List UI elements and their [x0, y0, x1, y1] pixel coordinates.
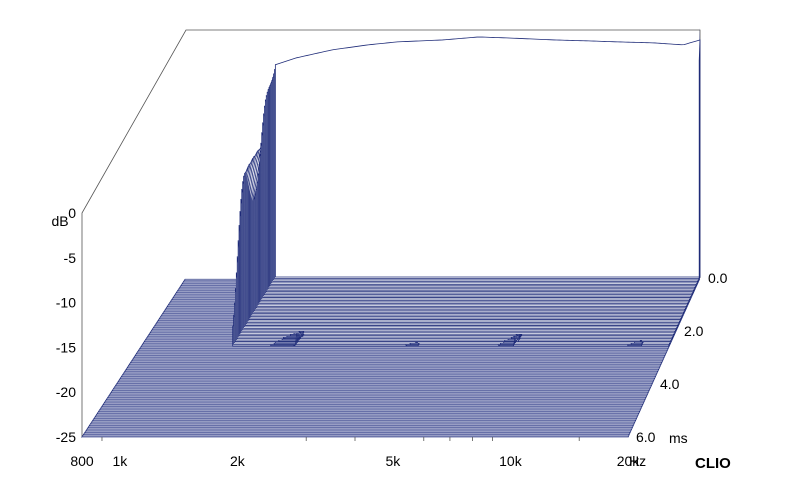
x-tick-label: 800 — [70, 453, 94, 469]
x-tick-label: 10k — [499, 453, 523, 469]
z-tick-label: 0.0 — [708, 270, 728, 286]
x-tick-label: 2k — [230, 453, 246, 469]
tick-labels: 0 -5 -10 -15 -20 -25 800 1k 2k 5k 10k 20k 0.0 2.0 4.0 6… — [56, 205, 728, 469]
y-tick-label: -15 — [56, 339, 76, 355]
x-tick-label: 1k — [112, 453, 128, 469]
decay-slice — [274, 36, 701, 278]
z-tick-label: 4.0 — [660, 376, 680, 392]
y-tick-label: 0 — [68, 205, 76, 221]
y-axis-unit: dB — [51, 213, 68, 229]
y-tick-label: -20 — [56, 384, 76, 400]
x-tick-label: 5k — [385, 453, 401, 469]
z-tick-label: 2.0 — [684, 323, 704, 339]
y-tick-label: -10 — [56, 295, 76, 311]
y-tick-label: -5 — [64, 250, 77, 266]
z-axis-unit: ms — [669, 430, 688, 446]
brand-label: CLIO — [695, 455, 731, 472]
x-tick-label: 20k — [617, 453, 641, 469]
decay-curves — [232, 28, 701, 347]
z-tick-label: 6.0 — [636, 429, 656, 445]
right-edge-wall — [698, 28, 700, 281]
y-tick-label: -25 — [56, 429, 76, 445]
x-axis-unit: Hz — [629, 453, 646, 469]
